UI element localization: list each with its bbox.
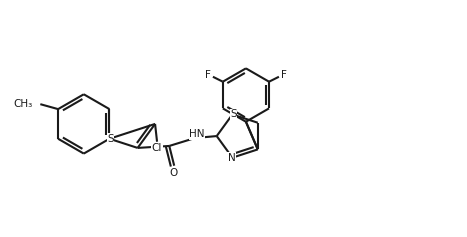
Text: N: N <box>227 153 235 163</box>
Text: Cl: Cl <box>152 143 162 153</box>
Text: S: S <box>230 109 237 119</box>
Text: CH₃: CH₃ <box>13 99 32 109</box>
Text: O: O <box>169 168 177 178</box>
Text: F: F <box>281 70 287 80</box>
Text: F: F <box>205 70 211 80</box>
Text: HN: HN <box>189 129 205 139</box>
Text: S: S <box>107 134 114 144</box>
